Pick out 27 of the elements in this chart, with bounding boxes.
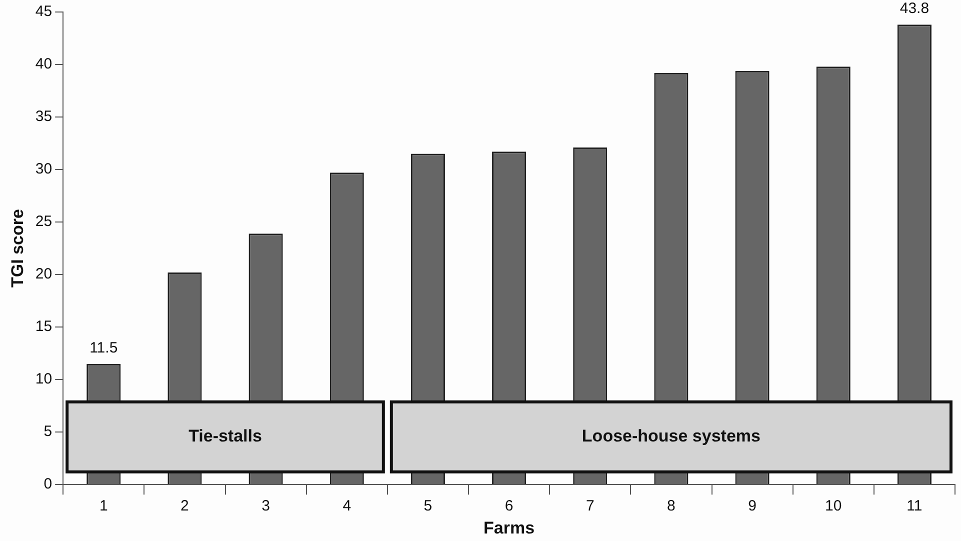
y-tick-label: 20 — [35, 266, 52, 283]
x-tick-label: 9 — [748, 498, 756, 515]
y-tick-label: 40 — [35, 56, 52, 73]
y-tick-label: 15 — [35, 318, 52, 336]
y-tick-label: 30 — [35, 160, 52, 178]
data-label: 43.8 — [900, 0, 930, 18]
x-tick-label: 2 — [180, 498, 189, 515]
x-tick-label: 10 — [825, 498, 842, 515]
x-tick-label: 7 — [586, 498, 594, 515]
x-tick-label: 11 — [906, 498, 922, 515]
data-label: 11.5 — [90, 339, 118, 356]
y-tick-label: 35 — [35, 108, 52, 126]
x-tick-label: 6 — [504, 498, 514, 515]
y-tick-label: 0 — [44, 476, 52, 493]
band-label: Loose-house systems — [582, 426, 760, 446]
x-tick-label: 4 — [342, 498, 352, 515]
y-tick-label: 25 — [35, 213, 52, 230]
x-tick-label: 3 — [262, 498, 270, 515]
x-tick-label: 1 — [99, 498, 108, 515]
band-label: Tie-stalls — [188, 426, 262, 446]
y-tick-label: 5 — [44, 423, 52, 440]
y-tick-label: 10 — [35, 370, 52, 388]
x-tick-label: 8 — [667, 498, 676, 515]
x-axis-title: Farms — [484, 518, 535, 538]
x-tick-label: 5 — [424, 498, 432, 515]
y-axis-title: TGI score — [8, 209, 27, 288]
y-tick-label: 45 — [35, 3, 52, 20]
